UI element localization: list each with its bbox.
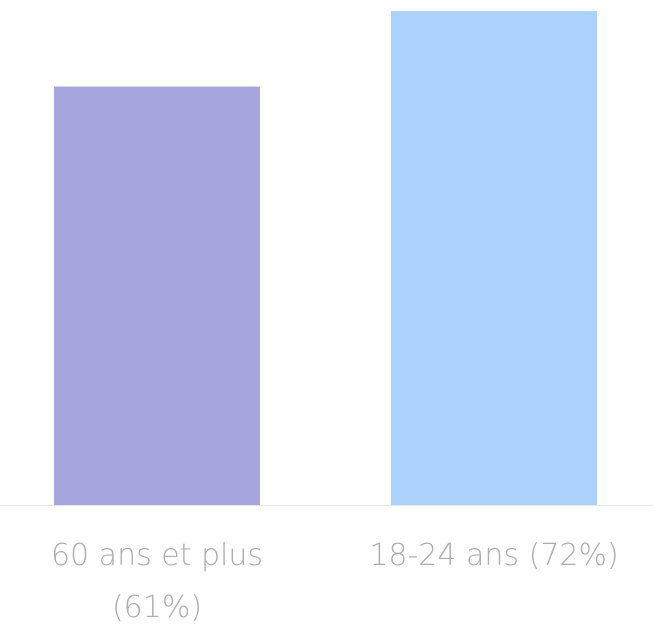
bar	[54, 86, 260, 505]
x-tick-label: 60 ans et plus (61%)	[50, 538, 264, 625]
bar	[391, 11, 597, 506]
x-tick-label: 18-24 ans (72%)	[369, 538, 619, 573]
